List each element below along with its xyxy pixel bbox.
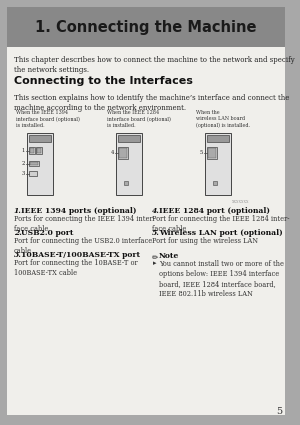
- Text: 2: 2: [22, 161, 25, 166]
- Bar: [30, 148, 34, 153]
- Bar: [213, 181, 217, 185]
- Text: When the IEEE 1284
interface board (optional)
is installed.: When the IEEE 1284 interface board (opti…: [107, 110, 171, 128]
- Text: This chapter describes how to connect the machine to the network and specify
the: This chapter describes how to connect th…: [14, 56, 295, 74]
- Text: 10BASE-T/100BASE-TX port: 10BASE-T/100BASE-TX port: [21, 251, 140, 259]
- Bar: [205, 133, 231, 195]
- Bar: [29, 135, 51, 142]
- Text: 4: 4: [111, 150, 114, 156]
- Text: USB2.0 port: USB2.0 port: [21, 229, 74, 237]
- Bar: [116, 133, 142, 195]
- Text: IEEE 1394 ports (optional): IEEE 1394 ports (optional): [21, 207, 136, 215]
- Text: 2.: 2.: [14, 229, 22, 237]
- Text: 4.: 4.: [152, 207, 160, 215]
- Text: ▸: ▸: [153, 260, 157, 266]
- Bar: [27, 133, 53, 195]
- Text: 1: 1: [22, 148, 25, 153]
- Bar: [124, 181, 128, 185]
- Text: This section explains how to identify the machine’s interface and connect the
ma: This section explains how to identify th…: [14, 94, 290, 112]
- Text: Port for connecting the USB2.0 interface
cable: Port for connecting the USB2.0 interface…: [14, 237, 152, 255]
- Text: 5: 5: [276, 407, 282, 416]
- Bar: [37, 148, 41, 153]
- Text: 5.: 5.: [152, 229, 160, 237]
- Bar: [36, 147, 42, 154]
- Bar: [29, 161, 39, 166]
- Text: 1.: 1.: [14, 207, 22, 215]
- Bar: [29, 147, 35, 154]
- Bar: [7, 7, 285, 47]
- Text: 5: 5: [200, 150, 203, 156]
- Text: When the IEEE 1394
interface board (optional)
is installed.: When the IEEE 1394 interface board (opti…: [16, 110, 80, 128]
- Text: When the
wireless LAN board
(optional) is installed.: When the wireless LAN board (optional) i…: [196, 110, 250, 128]
- Text: Connecting to the Interfaces: Connecting to the Interfaces: [14, 76, 193, 86]
- Text: Wireless LAN port (optional): Wireless LAN port (optional): [159, 229, 283, 237]
- Text: IEEE 1284 port (optional): IEEE 1284 port (optional): [159, 207, 270, 215]
- Bar: [207, 147, 217, 159]
- Text: 3.: 3.: [14, 251, 22, 259]
- Bar: [118, 147, 128, 159]
- Bar: [30, 162, 38, 165]
- Text: XXXXXXX: XXXXXXX: [232, 200, 250, 204]
- Text: Ports for connecting the IEEE 1394 inter-
face cable: Ports for connecting the IEEE 1394 inter…: [14, 215, 155, 233]
- Bar: [29, 171, 37, 176]
- Text: Port for connecting the 10BASE-T or
100BASE-TX cable: Port for connecting the 10BASE-T or 100B…: [14, 259, 138, 277]
- Bar: [118, 135, 140, 142]
- Text: ✏: ✏: [152, 252, 158, 261]
- Text: You cannot install two or more of the
options below: IEEE 1394 interface
board, : You cannot install two or more of the op…: [159, 260, 284, 298]
- Text: Port for using the wireless LAN: Port for using the wireless LAN: [152, 237, 258, 245]
- Bar: [207, 135, 229, 142]
- Text: Port for connecting the IEEE 1284 inter-
face cable: Port for connecting the IEEE 1284 inter-…: [152, 215, 290, 233]
- Text: 1. Connecting the Machine: 1. Connecting the Machine: [35, 20, 257, 34]
- Text: 3: 3: [22, 171, 25, 176]
- Text: Note: Note: [159, 252, 179, 260]
- Bar: [208, 148, 216, 158]
- Bar: [119, 148, 127, 158]
